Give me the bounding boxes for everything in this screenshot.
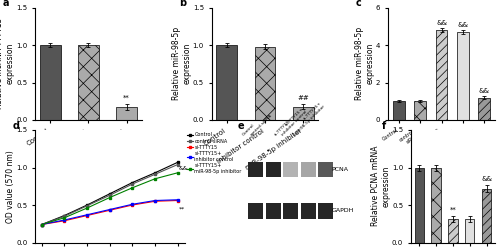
Bar — [301, 162, 316, 177]
si-TTTY15 — [62, 219, 68, 222]
Text: &&: && — [479, 88, 490, 94]
Bar — [248, 162, 263, 177]
Y-axis label: Relative miR-98-5p
expression: Relative miR-98-5p expression — [172, 27, 191, 100]
Bar — [266, 162, 280, 177]
Y-axis label: Relative miR-98-5p
expression: Relative miR-98-5p expression — [355, 27, 374, 100]
Bar — [432, 168, 440, 242]
Line: Control: Control — [40, 161, 179, 226]
Y-axis label: Relative lncRNA TTTY15
expression: Relative lncRNA TTTY15 expression — [0, 18, 14, 110]
Line: si-TTTY15+
miR-98-5p inhibitor: si-TTTY15+ miR-98-5p inhibitor — [40, 171, 179, 226]
Text: Control: Control — [242, 123, 256, 137]
control-siRNA — [84, 204, 90, 207]
Text: si-TTTY15: si-TTTY15 — [274, 119, 290, 137]
Text: b: b — [180, 0, 186, 8]
si-TTTY15+
inhibitor control — [62, 218, 68, 222]
si-TTTY15+
miR-98-5p inhibitor — [107, 196, 113, 199]
Control — [39, 223, 45, 226]
si-TTTY15 — [39, 223, 45, 226]
Text: e: e — [238, 121, 244, 131]
Bar — [414, 101, 426, 120]
si-TTTY15+
miR-98-5p inhibitor — [39, 223, 45, 226]
si-TTTY15 — [84, 214, 90, 217]
Line: control-siRNA: control-siRNA — [40, 163, 179, 226]
Text: &&: && — [178, 166, 188, 171]
control-siRNA — [130, 182, 136, 186]
Bar — [478, 98, 490, 120]
Bar — [318, 162, 333, 177]
Line: si-TTTY15+
inhibitor control: si-TTTY15+ inhibitor control — [40, 198, 179, 226]
Text: f: f — [382, 121, 386, 131]
Bar — [448, 218, 458, 242]
si-TTTY15+
inhibitor control — [130, 203, 136, 206]
Bar — [284, 203, 298, 218]
si-TTTY15+
miR-98-5p inhibitor — [130, 186, 136, 189]
control-siRNA — [152, 173, 158, 176]
si-TTTY15 — [107, 209, 113, 212]
si-TTTY15 — [175, 199, 181, 202]
Bar — [216, 45, 238, 120]
control-siRNA — [175, 163, 181, 166]
Legend: Control, control-siRNA, si-TTTY15, si-TTTY15+
inhibitor control, si-TTTY15+
miR-: Control, control-siRNA, si-TTTY15, si-TT… — [187, 132, 242, 174]
si-TTTY15+
inhibitor control — [152, 199, 158, 202]
Y-axis label: OD value (570 nm): OD value (570 nm) — [6, 150, 15, 222]
Bar — [465, 218, 474, 242]
Bar — [318, 203, 333, 218]
Line: si-TTTY15: si-TTTY15 — [40, 199, 179, 226]
Text: **: ** — [124, 94, 130, 100]
Text: GAPDH: GAPDH — [332, 208, 354, 213]
Bar — [482, 188, 491, 242]
si-TTTY15+
inhibitor control — [39, 223, 45, 226]
Control — [152, 171, 158, 174]
Bar — [457, 32, 469, 120]
Bar — [40, 45, 61, 120]
Bar — [266, 203, 280, 218]
Bar — [116, 106, 137, 120]
Bar — [254, 46, 276, 120]
Bar — [248, 203, 263, 218]
si-TTTY15+
miR-98-5p inhibitor — [152, 177, 158, 180]
Text: c: c — [356, 0, 362, 8]
Text: control-siRNA: control-siRNA — [250, 113, 273, 137]
Text: si-TTTY15+
inhibitor control: si-TTTY15+ inhibitor control — [278, 106, 308, 137]
Control — [62, 214, 68, 217]
control-siRNA — [39, 223, 45, 226]
Text: si-TTTY15+
miR-98-5p inhibitor: si-TTTY15+ miR-98-5p inhibitor — [290, 101, 326, 137]
Bar — [393, 101, 404, 120]
Text: &&: && — [458, 22, 468, 28]
Control — [84, 204, 90, 206]
Text: ##: ## — [298, 95, 309, 101]
Control — [130, 181, 136, 184]
Bar — [292, 106, 314, 120]
Bar — [78, 45, 99, 120]
Text: PCNA: PCNA — [332, 167, 348, 172]
Y-axis label: Relative PCNA mRNA
expression: Relative PCNA mRNA expression — [371, 146, 390, 226]
Bar — [301, 203, 316, 218]
control-siRNA — [62, 215, 68, 218]
Bar — [284, 162, 298, 177]
si-TTTY15+
miR-98-5p inhibitor — [175, 171, 181, 174]
si-TTTY15+
inhibitor control — [175, 198, 181, 201]
Control — [107, 192, 113, 195]
si-TTTY15+
inhibitor control — [84, 213, 90, 216]
si-TTTY15+
miR-98-5p inhibitor — [84, 206, 90, 210]
Text: **: ** — [178, 206, 185, 212]
Text: d: d — [12, 121, 20, 131]
Bar — [436, 30, 448, 120]
Text: a: a — [3, 0, 10, 8]
si-TTTY15+
miR-98-5p inhibitor — [62, 216, 68, 219]
Text: &&: && — [481, 176, 492, 182]
control-siRNA — [107, 194, 113, 197]
si-TTTY15 — [152, 200, 158, 203]
si-TTTY15 — [130, 204, 136, 206]
Bar — [414, 168, 424, 242]
si-TTTY15+
inhibitor control — [107, 208, 113, 211]
Text: &&: && — [436, 20, 447, 26]
Text: **: ** — [450, 206, 456, 212]
Control — [175, 161, 181, 164]
